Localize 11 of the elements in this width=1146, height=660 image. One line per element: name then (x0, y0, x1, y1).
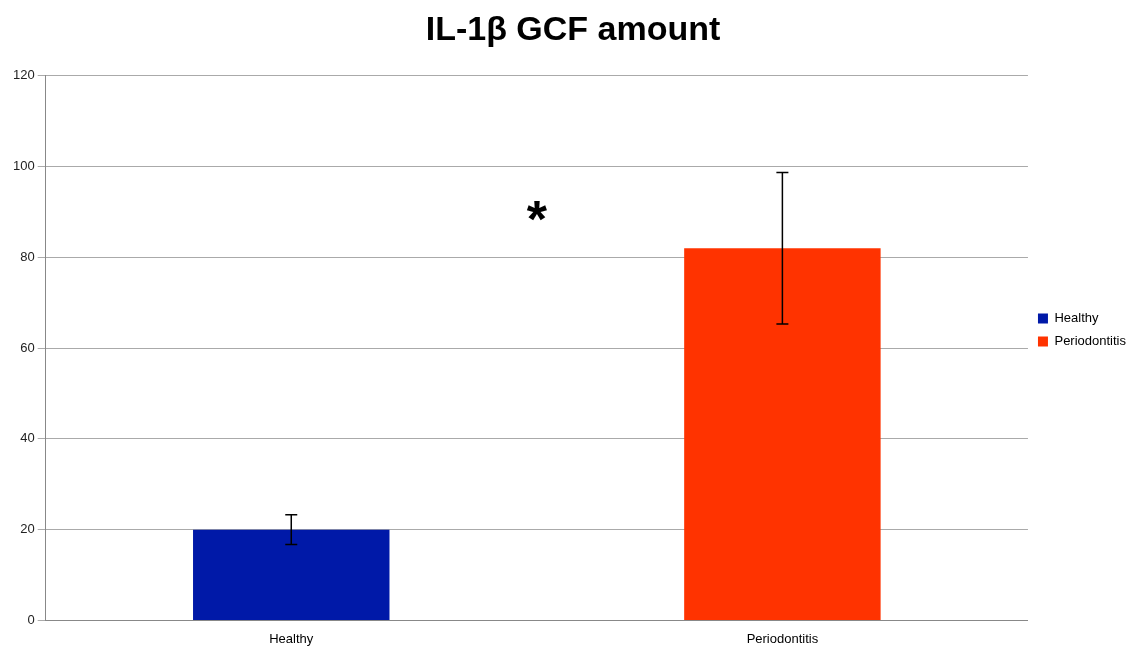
chart-title: IL-1β GCF amount (425, 8, 721, 47)
y-tick-label: 120 (12, 67, 35, 83)
legend-label: Periodontitis (1054, 333, 1127, 349)
y-tick-label: 40 (20, 430, 35, 446)
legend-label: Healthy (1054, 310, 1100, 326)
y-tick-label: 20 (20, 521, 35, 537)
y-tick-label: 0 (27, 611, 35, 627)
y-tick-label: 60 (20, 339, 35, 355)
annotation: * (526, 190, 548, 249)
y-tick-label: 80 (20, 248, 35, 264)
y-tick-label: 100 (12, 158, 35, 174)
